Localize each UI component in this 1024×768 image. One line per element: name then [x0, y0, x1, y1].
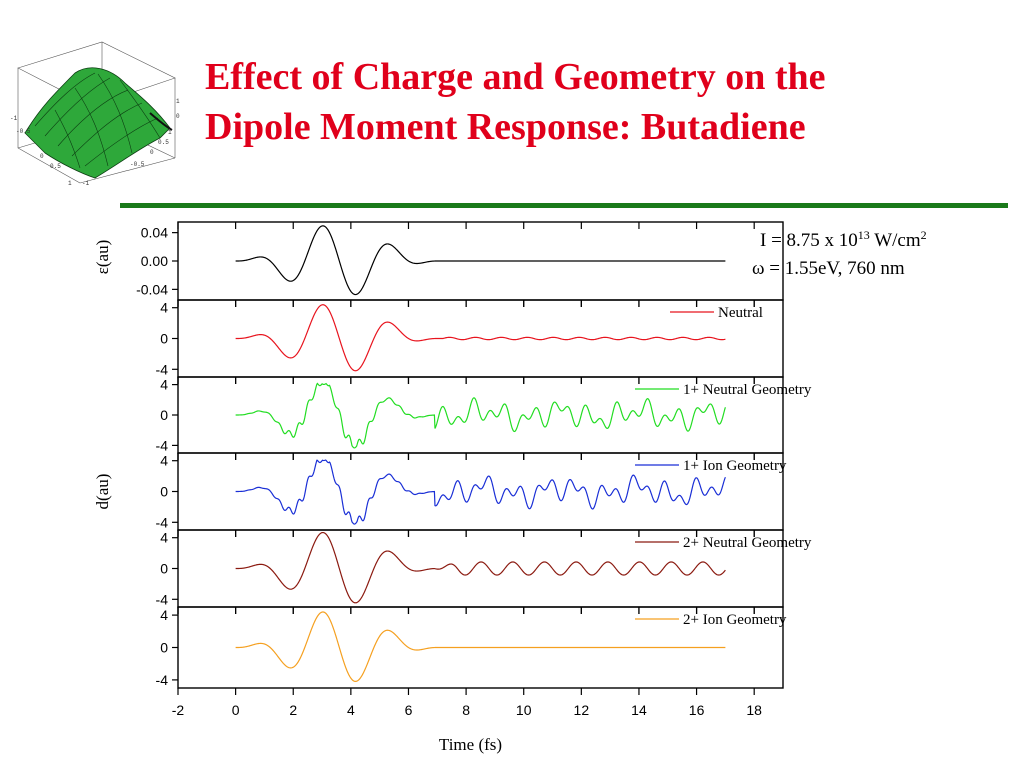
svg-text:0: 0	[176, 113, 180, 120]
y-tick-label-field: 0.04	[141, 225, 168, 241]
x-tick-label: 8	[462, 702, 470, 718]
y-tick-label-ion1-ion-geometry: 4	[160, 453, 168, 469]
y-tick-label-ion2-neutral-geometry: -4	[156, 591, 169, 607]
y-tick-label-ion2-neutral-geometry: 4	[160, 530, 168, 546]
y-tick-label-field: -0.04	[136, 281, 168, 297]
legend-label-neutral: Neutral	[718, 305, 763, 321]
svg-text:1: 1	[168, 129, 172, 136]
y-tick-label-neutral: 0	[160, 331, 168, 347]
svg-text:0: 0	[150, 149, 154, 156]
svg-text:-0.5: -0.5	[16, 128, 31, 135]
y-tick-label-ion2-neutral-geometry: 0	[160, 561, 168, 577]
x-tick-label: 2	[289, 702, 297, 718]
series-line-neutral	[235, 304, 726, 372]
y-tick-label-field: 0.00	[141, 253, 168, 269]
y-tick-label-ion1-ion-geometry: -4	[156, 514, 169, 530]
slide-title-line-1: Effect of Charge and Geometry on the	[205, 56, 826, 98]
intensity-exponent: 13	[857, 228, 870, 242]
x-tick-label: 12	[574, 702, 590, 718]
x-axis-label: Time (fs)	[439, 735, 502, 754]
series-line-ion1-neutral-geometry	[235, 382, 726, 449]
series-line-field	[235, 225, 726, 296]
legend-label-ion2-neutral-geometry: 2+ Neutral Geometry	[683, 535, 812, 551]
y-tick-label-ion2-ion-geometry: 4	[160, 607, 168, 623]
x-tick-label: 6	[405, 702, 413, 718]
svg-text:-0.5: -0.5	[130, 161, 145, 168]
y-tick-label-ion1-neutral-geometry: 4	[160, 377, 168, 393]
y-axis-label-field: ε(au)	[93, 240, 112, 275]
y-tick-label-ion1-ion-geometry: 0	[160, 484, 168, 500]
svg-text:0.5: 0.5	[158, 139, 169, 146]
series-line-ion2-neutral-geometry	[235, 531, 726, 604]
y-tick-label-ion2-ion-geometry: 0	[160, 640, 168, 656]
x-tick-label: 18	[746, 702, 762, 718]
svg-text:-1: -1	[10, 115, 18, 122]
series-line-ion1-ion-geometry	[235, 459, 726, 525]
svg-text:1: 1	[176, 98, 180, 105]
legend-label-ion1-neutral-geometry: 1+ Neutral Geometry	[683, 382, 812, 398]
title-divider	[120, 203, 1008, 208]
y-tick-label-ion1-neutral-geometry: -4	[156, 437, 169, 453]
x-tick-label: 10	[516, 702, 532, 718]
legend-label-ion1-ion-geometry: 1+ Ion Geometry	[683, 458, 787, 474]
legend-label-ion2-ion-geometry: 2+ Ion Geometry	[683, 612, 787, 628]
x-tick-label: 4	[347, 702, 355, 718]
intensity-unit: W/cm	[869, 230, 921, 251]
x-tick-label: -2	[172, 702, 185, 718]
x-tick-label: 16	[689, 702, 705, 718]
svg-text:0.5: 0.5	[50, 163, 61, 170]
y-axis-label-ion1-ion-geometry: d(au)	[93, 474, 112, 510]
svg-text:-1: -1	[82, 180, 90, 187]
field-frequency-label: ω = 1.55eV, 760 nm	[752, 258, 905, 279]
surface-plot-logo: -1 -0.5 0 0.5 1 -1 -0.5 0 0.5 1 1 0	[10, 41, 180, 187]
y-tick-label-neutral: 4	[160, 300, 168, 316]
svg-text:0: 0	[40, 153, 44, 160]
x-tick-label: 14	[631, 702, 647, 718]
intensity-unit-exponent: 2	[920, 228, 927, 242]
svg-text:1: 1	[68, 180, 72, 187]
intensity-prefix: I = 8.75 x 10	[760, 230, 858, 251]
field-intensity-label: I = 8.75 x 1013 W/cm2	[760, 228, 927, 252]
y-tick-label-ion1-neutral-geometry: 0	[160, 407, 168, 423]
series-line-ion2-ion-geometry	[235, 611, 726, 683]
y-tick-label-ion2-ion-geometry: -4	[156, 672, 169, 688]
slide-title: Effect of Charge and Geometry on the Dip…	[205, 52, 1005, 152]
y-tick-label-neutral: -4	[156, 361, 169, 377]
x-tick-label: 0	[232, 702, 240, 718]
slide-title-line-2: Dipole Moment Response: Butadiene	[205, 106, 806, 148]
